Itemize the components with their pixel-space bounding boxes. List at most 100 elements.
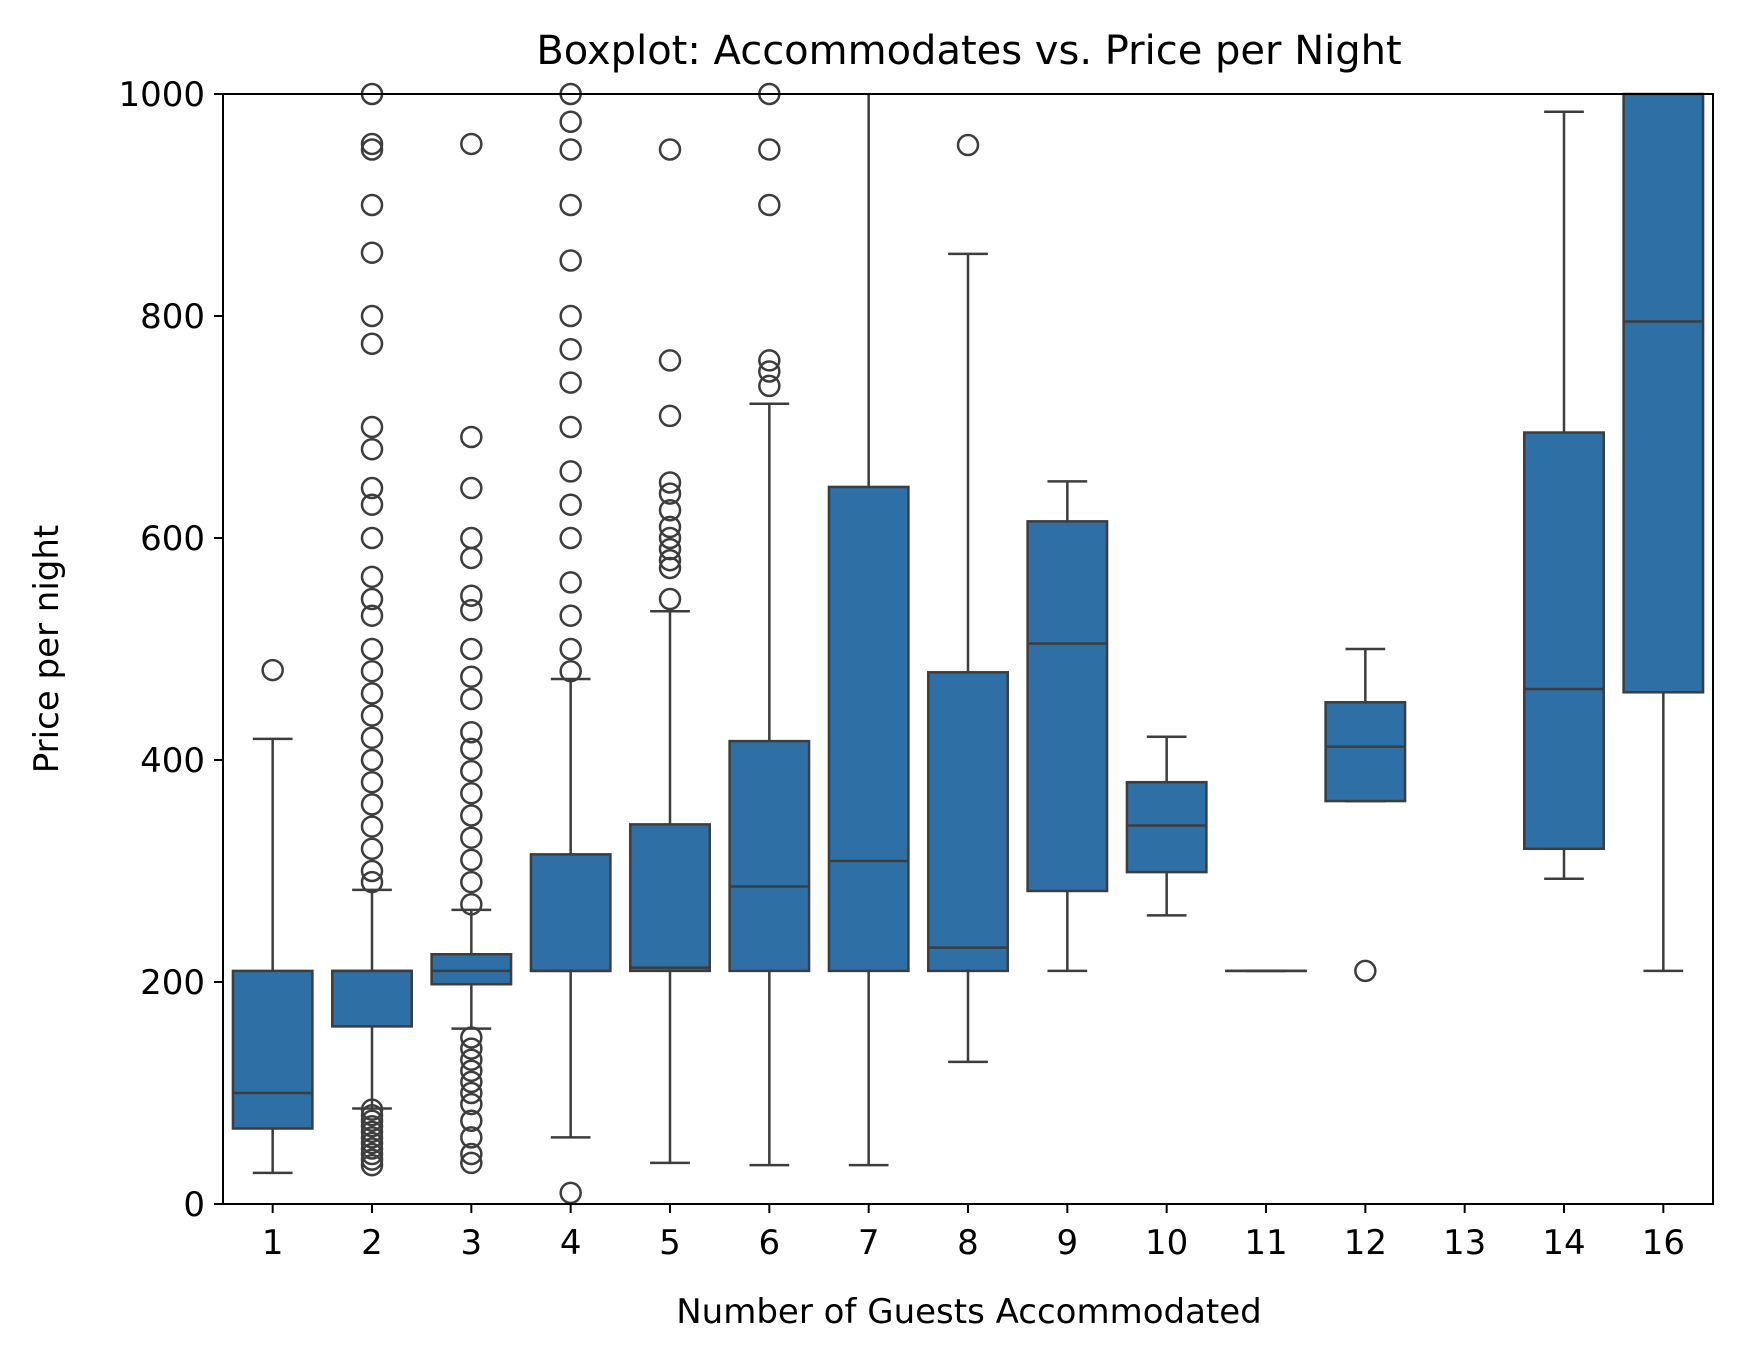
x-axis-label: Number of Guests Accommodated xyxy=(676,1292,1262,1332)
outlier-point xyxy=(758,349,781,372)
outlier-point xyxy=(559,338,582,361)
x-tick-label: 12 xyxy=(1344,1223,1387,1263)
outlier-point xyxy=(360,415,384,439)
outlier-point xyxy=(1354,959,1377,983)
outlier-point xyxy=(360,138,384,161)
outlier-point xyxy=(559,193,582,217)
outlier-point xyxy=(360,1142,384,1166)
outlier-point xyxy=(460,665,483,688)
y-tick-label: 1000 xyxy=(118,75,205,115)
x-tick-label: 9 xyxy=(1057,1223,1079,1263)
outlier-point xyxy=(460,782,483,805)
outlier-point xyxy=(360,565,384,589)
x-tick-label: 6 xyxy=(759,1223,781,1263)
y-axis-ticks: 0 200 400 600 800 1000 xyxy=(118,75,223,1225)
outlier-point xyxy=(460,848,483,872)
outlier-point xyxy=(360,859,384,883)
outlier-point xyxy=(658,138,682,161)
box-16 xyxy=(1622,92,1705,694)
outlier-point xyxy=(360,1098,384,1121)
box-group-2 xyxy=(331,82,413,1177)
outlier-point xyxy=(559,415,582,439)
outlier-point xyxy=(460,737,483,761)
outlier-point xyxy=(360,1148,384,1171)
box-group-9 xyxy=(1026,480,1109,973)
x-tick-label: 7 xyxy=(858,1223,880,1263)
outlier-point xyxy=(758,360,781,383)
outlier-point xyxy=(360,870,384,894)
x-tick-label: 2 xyxy=(361,1223,383,1263)
outlier-point xyxy=(758,193,781,217)
outlier-point xyxy=(559,493,582,516)
outlier-point xyxy=(360,726,384,750)
box-group-3 xyxy=(430,132,513,1175)
outlier-point xyxy=(559,371,582,394)
x-tick-label: 8 xyxy=(957,1223,979,1263)
outlier-point xyxy=(658,499,682,522)
outlier-point xyxy=(360,682,384,705)
outlier-point xyxy=(360,1109,384,1132)
boxes-layer xyxy=(231,82,1705,1205)
outlier-point xyxy=(460,546,483,570)
chart-title: Boxplot: Accommodates vs. Price per Nigh… xyxy=(536,28,1401,74)
outlier-point xyxy=(460,1048,483,1071)
outlier-point xyxy=(956,133,980,157)
outlier-point xyxy=(559,1181,582,1205)
outlier-point xyxy=(758,374,781,398)
outlier-point xyxy=(360,1153,384,1177)
outlier-point xyxy=(460,1142,483,1166)
box-4 xyxy=(529,853,612,973)
outlier-point xyxy=(460,804,483,827)
x-tick-label: 10 xyxy=(1145,1223,1188,1263)
outlier-point xyxy=(658,471,682,494)
outlier-point xyxy=(460,1037,483,1060)
outlier-point xyxy=(559,249,582,272)
x-axis-ticks: 1 2 3 4 5 6 7 8 9 10 11 12 13 14 16 xyxy=(262,1204,1685,1263)
outlier-point xyxy=(360,493,384,516)
outlier-point xyxy=(658,482,682,505)
box-6 xyxy=(728,739,811,973)
outlier-point xyxy=(460,132,483,156)
outlier-point xyxy=(559,604,582,627)
outlier-point xyxy=(460,637,483,661)
outlier-point xyxy=(460,584,483,607)
x-tick-label: 5 xyxy=(659,1223,681,1263)
outlier-point xyxy=(360,1131,384,1155)
outlier-point xyxy=(360,704,384,727)
outlier-point xyxy=(360,637,384,661)
box-3 xyxy=(430,953,513,986)
outlier-point xyxy=(460,1081,483,1105)
outlier-point xyxy=(559,637,582,661)
box-group-1 xyxy=(231,658,314,1175)
outlier-point xyxy=(460,687,483,711)
outlier-point xyxy=(658,515,682,539)
outlier-point xyxy=(460,759,483,783)
x-tick-label: 13 xyxy=(1443,1223,1486,1263)
outlier-point xyxy=(658,349,682,372)
outlier-point xyxy=(460,721,483,744)
box-9 xyxy=(1026,520,1109,893)
box-group-10 xyxy=(1125,735,1208,917)
outlier-point xyxy=(460,870,483,894)
outlier-point xyxy=(460,476,483,500)
box-5 xyxy=(629,823,711,973)
outlier-point xyxy=(559,526,582,550)
y-axis-label: Price per night xyxy=(27,525,67,774)
outlier-point xyxy=(460,826,483,849)
outlier-point xyxy=(658,404,682,428)
outlier-point xyxy=(360,526,384,550)
outlier-point xyxy=(460,526,483,550)
outlier-point xyxy=(758,138,781,161)
x-tick-label: 4 xyxy=(560,1223,582,1263)
x-tick-label: 3 xyxy=(461,1223,483,1263)
outlier-point xyxy=(360,132,384,156)
outlier-point xyxy=(559,110,582,133)
outlier-point xyxy=(460,1026,483,1049)
box-10 xyxy=(1125,780,1208,874)
x-tick-label: 16 xyxy=(1642,1223,1685,1263)
box-7 xyxy=(827,485,910,973)
outlier-point xyxy=(460,1109,483,1132)
outlier-point xyxy=(559,460,582,483)
x-tick-label: 1 xyxy=(262,1223,284,1263)
